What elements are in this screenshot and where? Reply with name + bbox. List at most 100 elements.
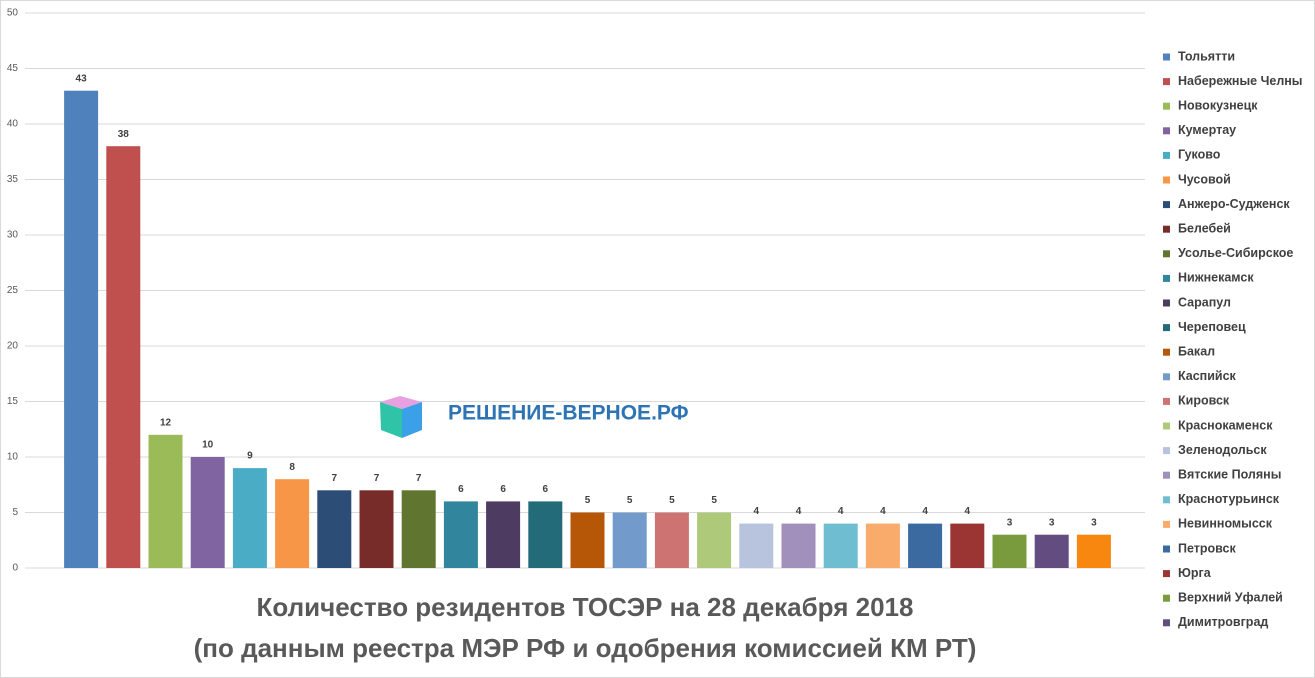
bar bbox=[64, 90, 99, 568]
legend-swatch bbox=[1163, 348, 1170, 356]
chart-subtitle: (по данным реестра МЭР РФ и одобрения ко… bbox=[194, 633, 977, 663]
legend-swatch bbox=[1163, 299, 1170, 307]
data-label: 5 bbox=[669, 495, 675, 506]
legend-label: Тольятти bbox=[1178, 49, 1235, 63]
y-tick-label: 40 bbox=[7, 119, 19, 130]
legend-label: Каспийск bbox=[1178, 369, 1237, 383]
data-label: 6 bbox=[543, 484, 549, 495]
y-tick-label: 5 bbox=[12, 507, 18, 518]
legend-label: Гуково bbox=[1178, 148, 1221, 162]
bar bbox=[317, 490, 352, 568]
data-label: 9 bbox=[247, 451, 253, 462]
bar bbox=[992, 534, 1027, 568]
data-label: 43 bbox=[76, 73, 88, 84]
legend-swatch bbox=[1163, 619, 1170, 627]
bar bbox=[908, 523, 943, 568]
legend-label: Зеленодольск bbox=[1178, 443, 1267, 457]
bar bbox=[781, 523, 816, 568]
legend-swatch bbox=[1163, 422, 1170, 430]
legend-swatch bbox=[1163, 496, 1170, 504]
bar bbox=[654, 512, 689, 568]
bar bbox=[486, 501, 521, 568]
legend-swatch bbox=[1163, 151, 1170, 159]
bar bbox=[232, 468, 267, 568]
legend-swatch bbox=[1163, 324, 1170, 332]
watermark-logo bbox=[380, 396, 422, 438]
bar bbox=[823, 523, 858, 568]
legend-label: Верхний Уфалей bbox=[1178, 590, 1283, 604]
data-label: 8 bbox=[289, 462, 295, 473]
bar bbox=[190, 457, 225, 568]
bar bbox=[275, 479, 310, 568]
legend-label: Кировск bbox=[1178, 394, 1230, 408]
bar bbox=[950, 523, 985, 568]
data-label: 12 bbox=[160, 417, 172, 428]
bar bbox=[865, 523, 900, 568]
legend-label: Невинномысск bbox=[1178, 517, 1273, 531]
legend-swatch bbox=[1163, 520, 1170, 528]
y-tick-label: 15 bbox=[7, 396, 19, 407]
data-label: 5 bbox=[627, 495, 633, 506]
legend-label: Усолье-Сибирское bbox=[1178, 246, 1293, 260]
legend-label: Набережные Челны bbox=[1178, 74, 1303, 88]
bar bbox=[612, 512, 647, 568]
legend-label: Сарапул bbox=[1178, 295, 1231, 309]
bar bbox=[443, 501, 478, 568]
legend-swatch bbox=[1163, 201, 1170, 209]
y-tick-label: 20 bbox=[7, 341, 19, 352]
legend-label: Нижнекамск bbox=[1178, 271, 1254, 285]
legend-swatch bbox=[1163, 471, 1170, 479]
legend-swatch bbox=[1163, 250, 1170, 258]
bar bbox=[528, 501, 563, 568]
data-label: 3 bbox=[1091, 517, 1097, 528]
legend-swatch bbox=[1163, 274, 1170, 282]
data-label: 3 bbox=[1049, 517, 1055, 528]
data-label: 4 bbox=[880, 506, 886, 517]
legend-label: Череповец bbox=[1178, 320, 1246, 334]
legend-swatch bbox=[1163, 397, 1170, 405]
legend-swatch bbox=[1163, 176, 1170, 184]
legend-label: Белебей bbox=[1178, 221, 1231, 235]
legend-swatch bbox=[1163, 78, 1170, 86]
legend-swatch bbox=[1163, 545, 1170, 553]
data-label: 4 bbox=[838, 506, 844, 517]
legend-swatch bbox=[1163, 570, 1170, 578]
legend-label: Краснокаменск bbox=[1178, 418, 1273, 432]
bar bbox=[148, 434, 183, 568]
data-label: 10 bbox=[202, 440, 214, 451]
y-tick-label: 30 bbox=[7, 230, 19, 241]
legend-swatch bbox=[1163, 594, 1170, 602]
y-tick-label: 25 bbox=[7, 285, 19, 296]
bar bbox=[1034, 534, 1069, 568]
data-label: 4 bbox=[754, 506, 760, 517]
data-label: 4 bbox=[922, 506, 928, 517]
bar bbox=[359, 490, 394, 568]
legend-label: Юрга bbox=[1178, 566, 1212, 580]
data-label: 7 bbox=[416, 473, 422, 484]
legend-label: Анжеро-Судженск bbox=[1178, 197, 1290, 211]
y-tick-label: 35 bbox=[7, 174, 19, 185]
legend-swatch bbox=[1163, 447, 1170, 455]
data-label: 7 bbox=[374, 473, 380, 484]
bar bbox=[1076, 534, 1111, 568]
legend-label: Бакал bbox=[1178, 344, 1215, 358]
legend-label: Димитровград bbox=[1178, 615, 1268, 629]
bar bbox=[739, 523, 774, 568]
legend-swatch bbox=[1163, 225, 1170, 233]
data-label: 4 bbox=[796, 506, 802, 517]
bar bbox=[697, 512, 732, 568]
legend-label: Кумертау bbox=[1178, 123, 1236, 137]
legend-swatch bbox=[1163, 373, 1170, 381]
data-label: 6 bbox=[500, 484, 506, 495]
data-label: 6 bbox=[458, 484, 464, 495]
data-label: 7 bbox=[332, 473, 338, 484]
bar bbox=[106, 146, 141, 568]
data-label: 3 bbox=[1007, 517, 1013, 528]
chart-title: Количество резидентов ТОСЭР на 28 декабр… bbox=[257, 592, 914, 622]
y-tick-label: 45 bbox=[7, 63, 19, 74]
watermark: РЕШЕНИЕ-ВЕРНОЕ.РФ bbox=[448, 402, 689, 425]
data-label: 5 bbox=[711, 495, 717, 506]
legend-label: Вятские Поляны bbox=[1178, 467, 1281, 481]
